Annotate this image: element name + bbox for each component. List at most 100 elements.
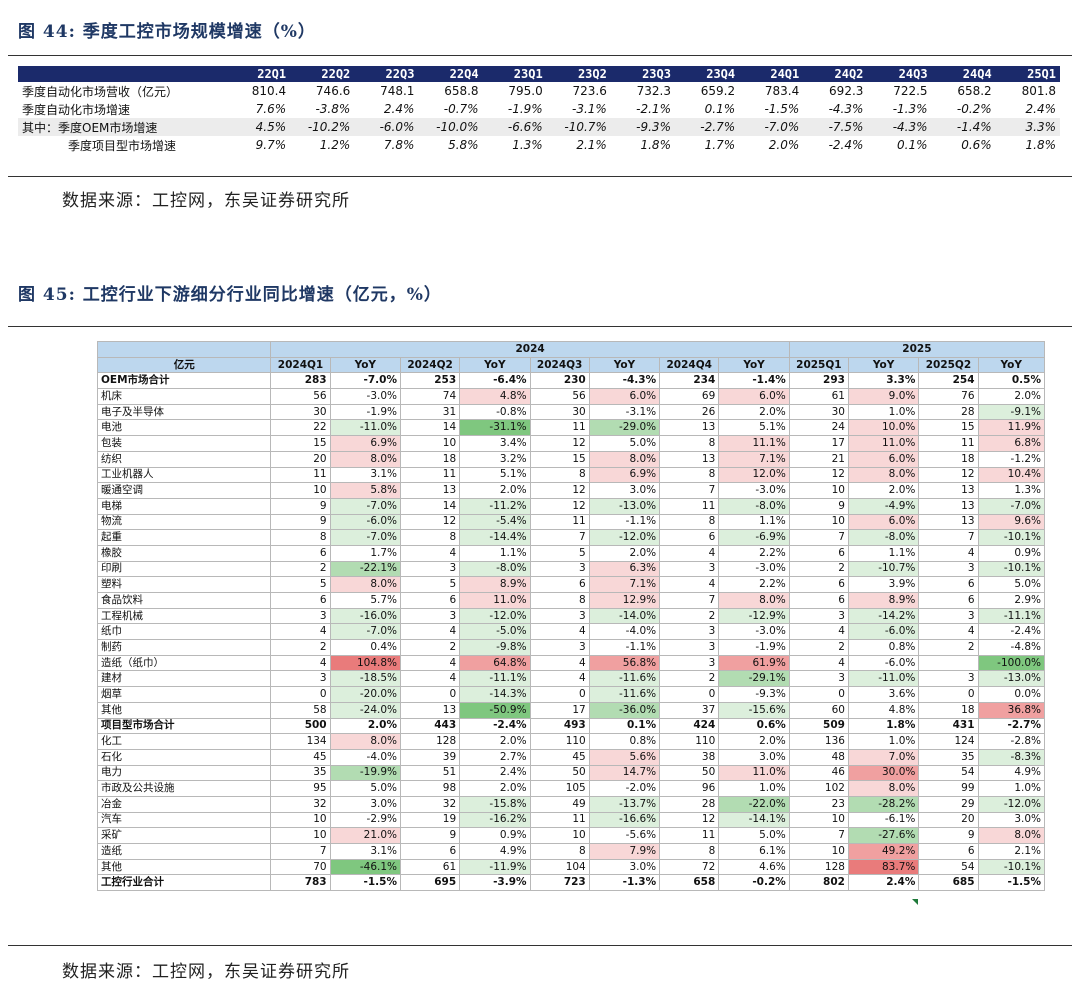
table-cell: -9.3%: [610, 118, 675, 136]
yoy-cell: -6.1%: [847, 811, 920, 829]
quarter-header: 2025Q1: [788, 356, 849, 374]
table-row: 工程机械 3 -16.0% 3 -12.0% 3 -14.0% 2 -12.9% 3 -14.2% 3…: [96, 607, 1046, 625]
yoy-cell: -13.0%: [588, 497, 661, 515]
yoy-cell: 1.1%: [847, 544, 920, 562]
yoy-cell: -1.5%: [329, 874, 402, 892]
value-cell: 5: [529, 544, 590, 562]
value-cell: 54: [918, 858, 979, 876]
yoy-cell: 2.0%: [459, 733, 531, 750]
table-cell: -2.7%: [674, 118, 740, 136]
quarter-header: 24Q2: [803, 66, 868, 82]
value-cell: 56: [529, 388, 590, 405]
value-cell: 8: [659, 466, 720, 484]
yoy-cell: 6.0%: [718, 388, 790, 405]
yoy-cell: 64.8%: [459, 654, 531, 672]
table-cell: -10.0%: [418, 118, 483, 136]
value-cell: 76: [918, 388, 979, 405]
yoy-cell: 3.0%: [588, 482, 661, 499]
value-cell: 14: [399, 419, 461, 437]
value-cell: 28: [918, 403, 979, 421]
value-cell: 32: [399, 795, 461, 813]
yoy-cell: -27.6%: [847, 827, 920, 844]
yoy-cell: 21.0%: [329, 827, 402, 844]
table-cell: 2.4%: [1025, 102, 1057, 116]
table-row: 造纸 7 3.1% 6 4.9% 8 7.9% 8 6.1% 10 49.2% 6 2.1%: [96, 843, 1046, 860]
value-cell: 20: [918, 811, 979, 829]
value-cell: 15: [529, 450, 590, 468]
yoy-cell: -22.0%: [718, 795, 790, 813]
value-cell: 136: [788, 733, 849, 750]
yoy-cell: 8.0%: [847, 780, 920, 797]
value-cell: 283: [270, 372, 331, 390]
yoy-cell: 1.0%: [977, 780, 1046, 797]
value-cell: 74: [399, 388, 461, 405]
table-cell: -1.3%: [892, 102, 928, 116]
quarter-header: 24Q1: [739, 66, 804, 82]
yoy-cell: 3.0%: [329, 795, 402, 813]
value-cell: 2: [270, 639, 331, 656]
table-cell: -4.3%: [867, 118, 932, 136]
figure-45-source: 数据来源：工控网，东吴证券研究所: [62, 962, 350, 982]
yoy-cell: -4.0%: [588, 623, 661, 641]
value-cell: 12: [659, 811, 720, 829]
yoy-cell: 5.7%: [329, 592, 402, 609]
value-cell: 30: [788, 403, 849, 421]
table-row: 橡胶 6 1.7% 4 1.1% 5 2.0% 4 2.2% 6 1.1% 4 0.9%: [96, 544, 1046, 562]
value-cell: 658: [659, 874, 720, 892]
table-cell: -0.7%: [443, 102, 479, 116]
value-cell: 4: [659, 576, 720, 593]
yoy-cell: -4.3%: [588, 372, 661, 390]
quarter-header: 2024Q4: [659, 356, 720, 374]
yoy-cell: 6.0%: [588, 388, 661, 405]
subtotal-row: OEM市场合计 283 -7.0% 253 -6.4% 230 -4.3% 234 -1.4% 2…: [96, 372, 1046, 390]
value-cell: 6: [399, 592, 461, 609]
yoy-cell: -9.1%: [977, 403, 1046, 421]
yoy-cell: 2.4%: [459, 764, 531, 782]
row-label: 汽车: [96, 811, 272, 829]
table-cell: 692.3: [829, 84, 864, 98]
table-cell: 0.6%: [961, 138, 992, 152]
yoy-cell: 8.0%: [329, 576, 402, 593]
value-cell: 105: [529, 780, 590, 797]
value-cell: 10: [270, 482, 331, 499]
value-cell: 2: [788, 639, 849, 656]
yoy-cell: -20.0%: [329, 686, 402, 703]
value-cell: 2: [659, 670, 720, 688]
row-label: 项目型市场合计: [96, 717, 272, 735]
value-cell: 6: [270, 544, 331, 562]
value-cell: 0: [270, 686, 331, 703]
yoy-cell: -1.5%: [977, 874, 1046, 892]
yoy-cell: -1.2%: [977, 450, 1046, 468]
value-cell: 35: [270, 764, 331, 782]
row-label: 季度自动化市场营收（亿元）: [22, 84, 179, 99]
yoy-header: YoY: [718, 356, 790, 374]
yoy-cell: 2.0%: [329, 717, 402, 735]
value-cell: 99: [918, 780, 979, 797]
yoy-cell: 1.0%: [718, 780, 790, 797]
value-cell: 128: [788, 858, 849, 876]
row-label: 工业机器人: [96, 466, 272, 484]
year-header-row: 2024 2025: [96, 341, 1046, 358]
yoy-cell: -29.1%: [718, 670, 790, 688]
table-row: 季度项目型市场增速 9.7% 1.2% 7.8% 5.8% 1.3% 2.1% 1.8% 1.7…: [18, 136, 1060, 154]
value-cell: 6: [918, 843, 979, 860]
yoy-cell: 8.0%: [977, 827, 1046, 844]
yoy-cell: 1.0%: [847, 733, 920, 750]
row-label: 塑料: [96, 576, 272, 593]
yoy-cell: -12.0%: [977, 795, 1046, 813]
quarter-header: 23Q3: [610, 66, 675, 82]
value-cell: 9: [918, 827, 979, 844]
value-cell: 61: [399, 858, 461, 876]
yoy-cell: 6.1%: [718, 843, 790, 860]
yoy-cell: 5.6%: [588, 748, 661, 766]
yoy-cell: 12.9%: [588, 592, 661, 609]
value-cell: 21: [788, 450, 849, 468]
value-cell: 13: [659, 450, 720, 468]
yoy-cell: 1.1%: [459, 544, 531, 562]
yoy-cell: -11.9%: [459, 858, 531, 876]
yoy-cell: -7.0%: [329, 623, 402, 641]
row-label: 其他: [96, 701, 272, 719]
table-row: 起重 8 -7.0% 8 -14.4% 7 -12.0% 6 -6.9% 7 -8.0% 7 -10.1…: [96, 529, 1046, 546]
value-cell: 3: [399, 607, 461, 625]
table-cell: 783.4: [764, 84, 800, 98]
